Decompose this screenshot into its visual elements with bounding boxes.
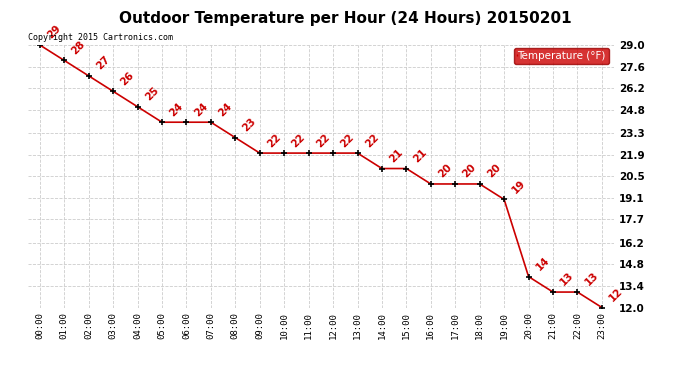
- Text: 21: 21: [388, 147, 405, 164]
- Text: 13: 13: [559, 271, 576, 288]
- Text: 13: 13: [583, 271, 600, 288]
- Text: 27: 27: [95, 54, 112, 72]
- Text: 22: 22: [314, 132, 331, 149]
- Text: 24: 24: [192, 100, 209, 118]
- Text: 23: 23: [241, 116, 258, 134]
- Text: 25: 25: [143, 85, 161, 103]
- Text: 28: 28: [70, 39, 87, 56]
- Text: 20: 20: [436, 162, 454, 180]
- Text: 26: 26: [119, 70, 136, 87]
- Text: 24: 24: [168, 100, 185, 118]
- Text: 21: 21: [412, 147, 429, 164]
- Text: Outdoor Temperature per Hour (24 Hours) 20150201: Outdoor Temperature per Hour (24 Hours) …: [119, 11, 571, 26]
- Text: Copyright 2015 Cartronics.com: Copyright 2015 Cartronics.com: [28, 33, 172, 42]
- Text: 22: 22: [339, 132, 356, 149]
- Text: 14: 14: [534, 255, 551, 273]
- Text: 24: 24: [217, 100, 234, 118]
- Text: 12: 12: [607, 286, 624, 303]
- Text: 22: 22: [363, 132, 380, 149]
- Text: 19: 19: [510, 178, 527, 195]
- Text: 20: 20: [461, 162, 478, 180]
- Legend: Temperature (°F): Temperature (°F): [514, 48, 609, 64]
- Text: 20: 20: [485, 162, 502, 180]
- Text: 22: 22: [290, 132, 307, 149]
- Text: 29: 29: [46, 24, 63, 41]
- Text: 22: 22: [266, 132, 283, 149]
